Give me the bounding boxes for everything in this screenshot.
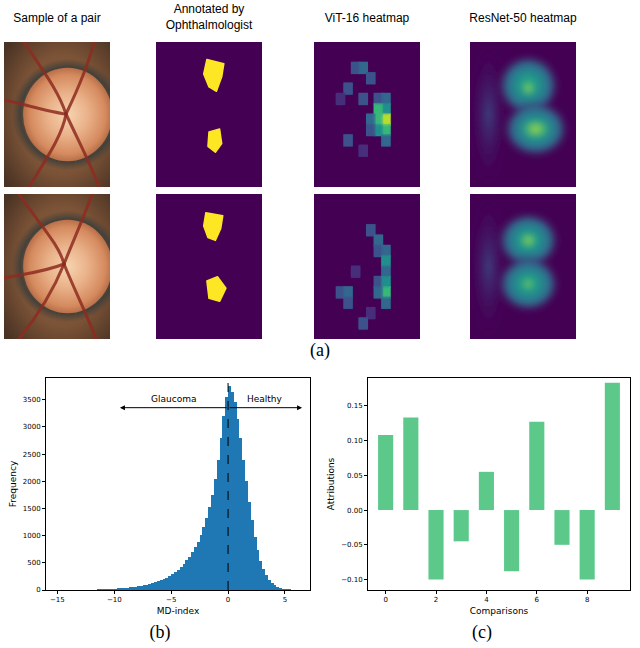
svg-text:2500: 2500 (23, 451, 41, 459)
html-text:(b): (b) (149, 622, 171, 642)
svg-text:0: 0 (383, 596, 387, 604)
html-text:(c): (c) (472, 622, 492, 642)
svg-text:3000: 3000 (23, 423, 41, 431)
svg-text:0.15: 0.15 (347, 402, 363, 410)
svg-text:0: 0 (36, 586, 40, 594)
svg-text:Glaucoma: Glaucoma (151, 394, 196, 404)
svg-text:2000: 2000 (23, 478, 41, 486)
svg-text:1500: 1500 (23, 505, 41, 513)
svg-text:−0.05: −0.05 (341, 541, 362, 549)
svg-text:2: 2 (434, 596, 438, 604)
svg-text:5: 5 (283, 596, 287, 604)
svg-text:0.10: 0.10 (347, 437, 363, 445)
svg-text:4: 4 (484, 596, 489, 604)
svg-text:Sample of a pair: Sample of a pair (13, 11, 100, 25)
svg-text:−10: −10 (107, 596, 122, 604)
svg-text:−5: −5 (166, 596, 176, 604)
svg-text:Healthy: Healthy (247, 394, 283, 404)
svg-text:Annotated byOphthalmologist: Annotated byOphthalmologist (166, 2, 253, 32)
svg-text:500: 500 (27, 559, 40, 567)
svg-text:0.05: 0.05 (347, 472, 363, 480)
svg-text:1000: 1000 (23, 532, 41, 540)
svg-text:3500: 3500 (23, 396, 41, 404)
svg-text:MD-index: MD-index (157, 606, 200, 616)
svg-text:0: 0 (226, 596, 230, 604)
svg-text:Frequency: Frequency (8, 460, 18, 507)
svg-text:0.00: 0.00 (347, 507, 363, 515)
svg-text:−0.10: −0.10 (341, 576, 362, 584)
svg-text:8: 8 (585, 596, 589, 604)
svg-text:Attributions: Attributions (326, 457, 336, 510)
html-text:(a): (a) (310, 340, 330, 360)
svg-text:6: 6 (535, 596, 540, 604)
svg-text:ViT-16 heatmap: ViT-16 heatmap (325, 11, 410, 25)
svg-text:−15: −15 (50, 596, 65, 604)
svg-text:Comparisons: Comparisons (470, 606, 529, 616)
svg-text:ResNet-50 heatmap: ResNet-50 heatmap (469, 11, 577, 25)
